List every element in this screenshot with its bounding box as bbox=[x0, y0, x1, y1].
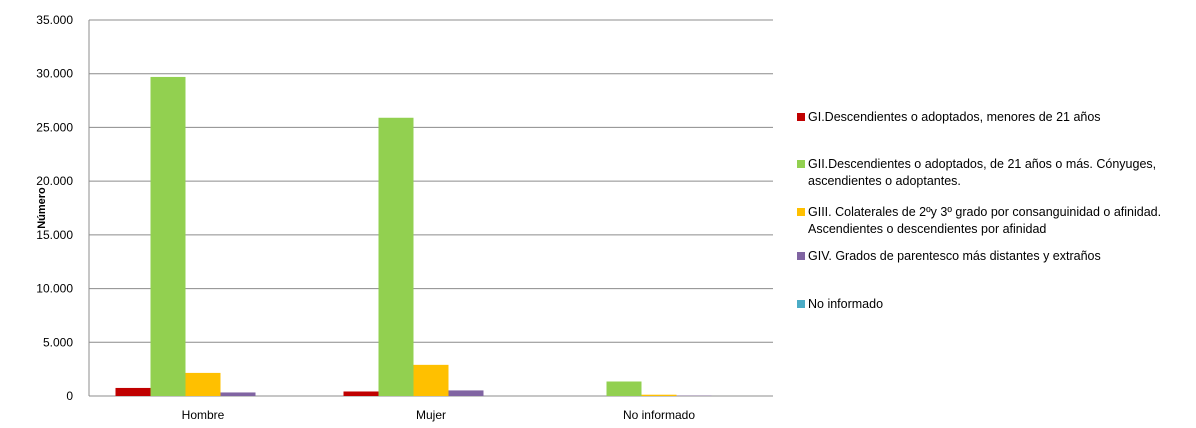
y-axis-title: Número bbox=[36, 187, 48, 229]
x-tick-label: Hombre bbox=[182, 408, 225, 422]
bar bbox=[186, 373, 221, 396]
y-tick-label: 10.000 bbox=[36, 282, 73, 296]
legend-item: GIV. Grados de parentesco más distantes … bbox=[797, 248, 1188, 265]
bar bbox=[151, 77, 186, 396]
legend-item: No informado bbox=[797, 296, 1188, 313]
bar bbox=[449, 390, 484, 396]
y-tick-label: 35.000 bbox=[36, 13, 73, 27]
x-tick-label: Mujer bbox=[416, 408, 446, 422]
y-tick-label: 5.000 bbox=[43, 335, 73, 349]
y-tick-label: 30.000 bbox=[36, 67, 73, 81]
bar bbox=[221, 392, 256, 396]
legend-item: GIII. Colaterales de 2ºy 3º grado por co… bbox=[797, 204, 1188, 238]
legend-label: GIV. Grados de parentesco más distantes … bbox=[808, 248, 1188, 265]
bar bbox=[414, 365, 449, 396]
bar bbox=[344, 391, 379, 396]
legend-label: No informado bbox=[808, 296, 1188, 313]
legend-label: GIII. Colaterales de 2ºy 3º grado por co… bbox=[808, 204, 1188, 238]
legend-item: GI.Descendientes o adoptados, menores de… bbox=[797, 109, 1188, 126]
legend-label: GI.Descendientes o adoptados, menores de… bbox=[808, 109, 1188, 126]
bar bbox=[116, 388, 151, 396]
legend-swatch bbox=[797, 208, 805, 216]
y-tick-label: 0 bbox=[66, 389, 73, 403]
legend-swatch bbox=[797, 300, 805, 308]
chart-legend: GI.Descendientes o adoptados, menores de… bbox=[797, 0, 1192, 423]
y-tick-label: 20.000 bbox=[36, 174, 73, 188]
legend-label: GII.Descendientes o adoptados, de 21 año… bbox=[808, 156, 1188, 190]
bar bbox=[642, 395, 677, 396]
x-tick-label: No informado bbox=[623, 408, 695, 422]
bar bbox=[607, 381, 642, 396]
bar bbox=[379, 118, 414, 396]
legend-item: GII.Descendientes o adoptados, de 21 año… bbox=[797, 156, 1188, 190]
legend-swatch bbox=[797, 113, 805, 121]
legend-swatch bbox=[797, 160, 805, 168]
legend-swatch bbox=[797, 252, 805, 260]
y-tick-label: 15.000 bbox=[36, 228, 73, 242]
y-tick-label: 25.000 bbox=[36, 120, 73, 134]
